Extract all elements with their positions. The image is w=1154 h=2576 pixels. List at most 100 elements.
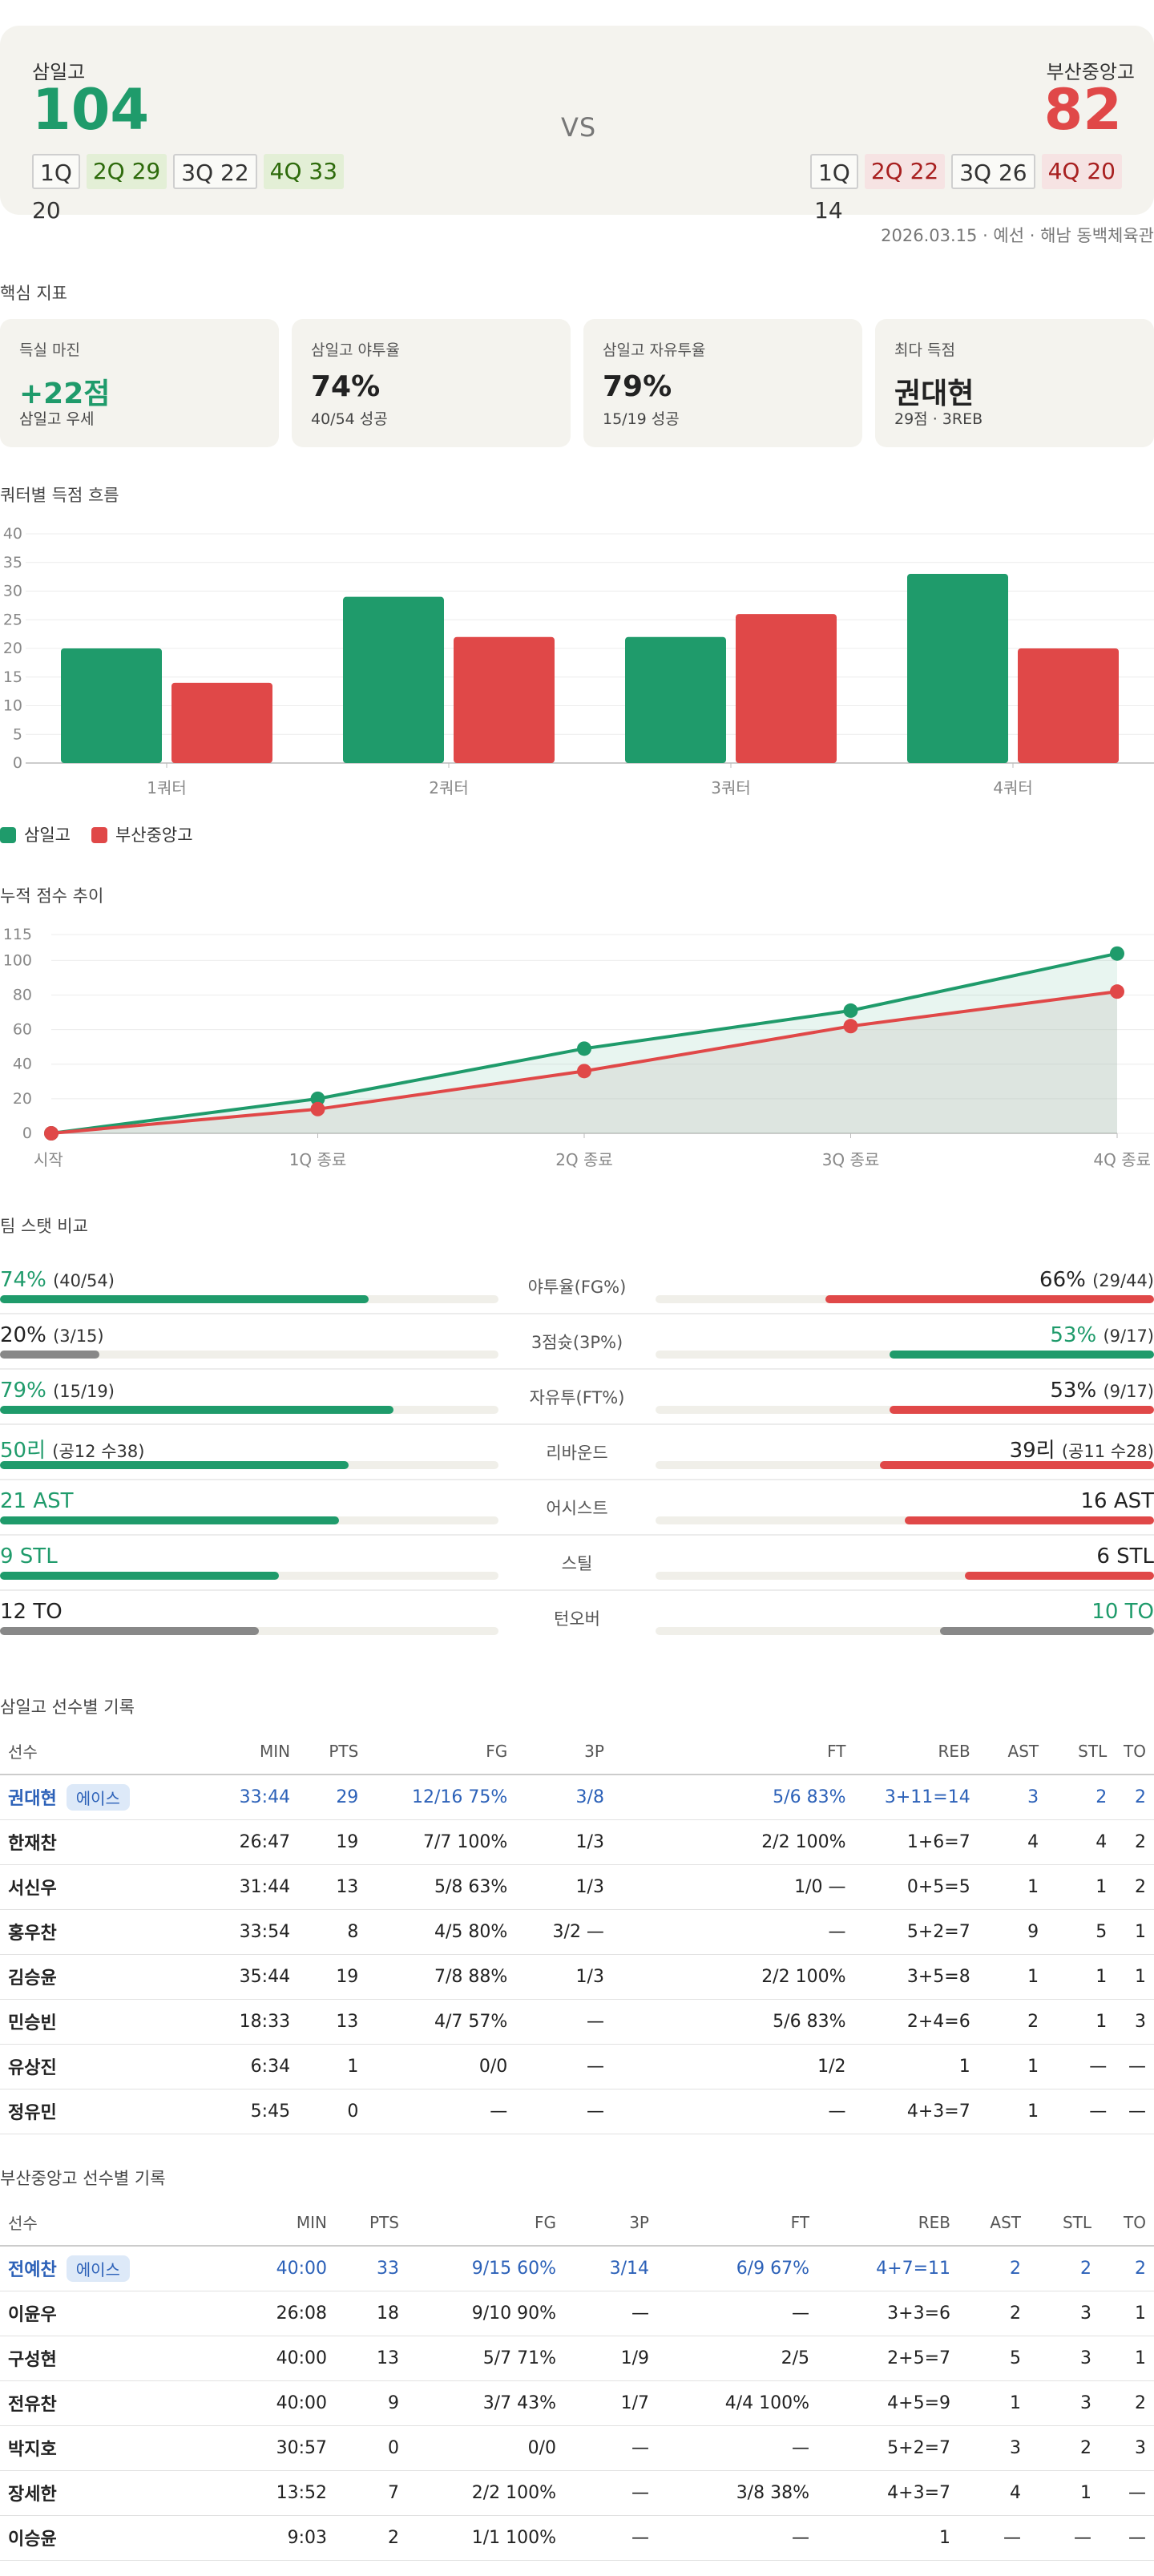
home-stat-bar (0, 1572, 280, 1580)
home-stat-main: 74% (0, 1268, 46, 1292)
home-q2: 2Q 29 (86, 154, 167, 189)
stat-cell: 2/5 (657, 2336, 817, 2381)
stat-cell: 33 (335, 2246, 407, 2291)
away-stat-track (656, 1516, 1154, 1524)
x-tick-label: 1쿼터 (147, 778, 187, 797)
away-stat-main: 16 AST (1080, 1489, 1154, 1513)
stat-cell: 2 (1115, 1775, 1154, 1820)
home-stat-track (0, 1627, 498, 1635)
metric-label: 삼일고 자유투율 (603, 341, 706, 359)
player-name: 정유민 (8, 2103, 57, 2123)
stat-cell: 26:47 (220, 1819, 299, 1865)
table-row: 서신우 31:44 13 5/8 63% 1/3 1/0 —0+5=5 1 1 2 (0, 1864, 1154, 1910)
home-stat-main: 20% (0, 1323, 46, 1347)
home-stat-detail: (공12 수38) (52, 1442, 145, 1461)
player-name-cell: 전유찬 (0, 2380, 240, 2426)
metric-sub: 삼일고 우세 (19, 410, 95, 428)
away-stat-bar (825, 1295, 1154, 1303)
metric-value: +22점 (19, 378, 111, 410)
stat-cell: 7 (335, 2470, 407, 2516)
stat-label: 스틸 (561, 1554, 593, 1573)
y-tick-label: 30 (3, 583, 22, 600)
bar (454, 636, 555, 763)
column-header: STL (1029, 2199, 1100, 2247)
player-name: 한재찬 (8, 1834, 57, 1854)
stat-label: 야투율(FG%) (527, 1278, 627, 1297)
stat-cell: 2 (1100, 2246, 1154, 2291)
y-tick-label: 35 (3, 554, 22, 571)
away-stat-value: 16 AST (1080, 1489, 1154, 1513)
table-header-row: 선수 MIN PTS FG 3P FT REB AST STL TO (0, 1728, 1154, 1775)
stat-cell: 1/3 (515, 1954, 612, 2000)
stat-cell: 5+2=7 (853, 1909, 978, 1955)
table-row: 구성현 40:00 13 5/7 71% 1/9 2/5 2+5=7 5 3 1 (0, 2336, 1154, 2381)
column-header: TO (1100, 2199, 1154, 2247)
away-team-score: 82 (1043, 77, 1122, 143)
stat-cell: 4 (958, 2470, 1029, 2516)
player-name: 이윤우 (8, 2305, 57, 2325)
stat-cell: — (564, 2515, 657, 2561)
away-q4: 4Q 20 (1041, 154, 1122, 189)
away-q1: 1Q (809, 154, 858, 189)
away-stat-value: 10 TO (1091, 1600, 1154, 1624)
away-stat-bar (890, 1406, 1154, 1414)
stat-cell: 2 (978, 1999, 1047, 2045)
data-point (577, 1041, 591, 1056)
player-name: 이승윤 (8, 2530, 57, 2550)
column-header: 3P (564, 2199, 657, 2247)
stat-cell: 2 (958, 2246, 1029, 2291)
data-point (1110, 946, 1124, 961)
y-tick-label: 25 (3, 611, 22, 628)
player-name: 유상진 (8, 2058, 57, 2078)
stat-cell: 9 (335, 2380, 407, 2426)
player-name: 전예찬 (8, 2259, 57, 2280)
metric-value: 79% (603, 370, 672, 403)
stat-cell: 1 (298, 2044, 367, 2089)
stat-cell: 2/2 100% (611, 1954, 854, 2000)
home-team-score: 104 (32, 77, 150, 143)
away-stat-bar (905, 1516, 1154, 1524)
metric-value: 74% (311, 370, 381, 403)
stat-cell: 18 (335, 2291, 407, 2336)
stat-cell: 1 (1100, 2291, 1154, 2336)
legend-swatch-icon (0, 827, 16, 843)
player-name-cell: 이승윤 (0, 2515, 240, 2561)
stat-cell: 1/9 (564, 2336, 657, 2381)
stat-cell: 2+5=7 (817, 2336, 958, 2381)
home-stat-value: 12 TO (0, 1600, 63, 1624)
stat-cell: 33:54 (220, 1909, 299, 1955)
divider (0, 1368, 1154, 1370)
stat-cell: — (1115, 2044, 1154, 2089)
section-home-players: 삼일고 선수별 기록 (0, 1698, 135, 1717)
player-name: 서신우 (8, 1879, 57, 1899)
legend-swatch-icon (91, 827, 107, 843)
team-stat-row: 21 AST 어시스트 16 AST (0, 1489, 1154, 1537)
column-header: FT (611, 1728, 854, 1775)
stat-cell: 1 (853, 2044, 978, 2089)
divider (0, 1479, 1154, 1480)
stat-cell: 3+3=6 (817, 2291, 958, 2336)
stat-cell: — (515, 1999, 612, 2045)
stat-cell: 2/2 100% (611, 1819, 854, 1865)
metric-sub: 40/54 성공 (311, 410, 388, 428)
home-stat-bar (0, 1627, 260, 1635)
x-tick-label: 시작 (34, 1150, 63, 1169)
column-header: TO (1115, 1728, 1154, 1775)
column-header: PTS (335, 2199, 407, 2247)
away-stat-detail: (29/44) (1092, 1271, 1154, 1290)
away-stat-main: 53% (1050, 1323, 1097, 1347)
column-header: STL (1047, 1728, 1116, 1775)
away-stat-main: 10 TO (1091, 1600, 1154, 1624)
away-stat-track (656, 1461, 1154, 1469)
table-row: 김승윤 35:44 19 7/8 88% 1/3 2/2 100% 3+5=8 1 1 1 (0, 1954, 1154, 2000)
away-stat-track (656, 1572, 1154, 1580)
x-tick-label: 4Q 종료 (1093, 1150, 1151, 1169)
metric-label: 최다 득점 (894, 341, 955, 359)
away-stat-main: 6 STL (1096, 1544, 1154, 1569)
player-name: 박지호 (8, 2440, 57, 2460)
stat-cell: 6:34 (220, 2044, 299, 2089)
stat-cell: 2 (1115, 1819, 1154, 1865)
team-stat-row: 74% (40/54) 야투율(FG%) 66% (29/44) (0, 1268, 1154, 1316)
stat-cell: 29 (298, 1775, 367, 1820)
metric-card-margin: 득실 마진 +22점 삼일고 우세 (0, 319, 279, 447)
